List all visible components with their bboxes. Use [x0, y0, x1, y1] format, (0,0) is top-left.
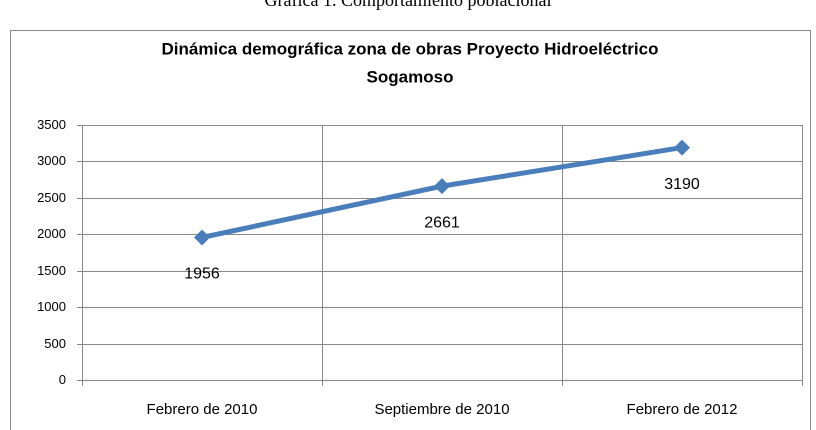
data-point [194, 229, 210, 246]
chart-frame [10, 30, 811, 430]
y-tick-label: 2000 [37, 226, 66, 241]
y-tick-label: 500 [44, 336, 66, 351]
y-tick-label: 2500 [37, 190, 66, 205]
data-label: 3190 [664, 176, 700, 193]
data-label: 1956 [184, 266, 220, 283]
data-point [674, 139, 690, 156]
y-tick-label: 3500 [37, 117, 66, 132]
caption: Gráfica 1. Comportamiento poblacional [265, 0, 552, 10]
x-tick-label: Febrero de 2010 [147, 401, 258, 418]
data-label: 2661 [424, 214, 460, 231]
data-point [434, 178, 450, 195]
y-tick-label: 0 [59, 372, 66, 387]
chart-title: Sogamoso [367, 67, 454, 86]
y-tick-label: 3000 [37, 153, 66, 168]
y-tick-label: 1500 [37, 263, 66, 278]
x-tick-label: Septiembre de 2010 [374, 401, 509, 418]
chart-title: Dinámica demográfica zona de obras Proye… [162, 39, 659, 58]
x-tick-label: Febrero de 2012 [627, 401, 738, 418]
y-tick-label: 1000 [37, 299, 66, 314]
